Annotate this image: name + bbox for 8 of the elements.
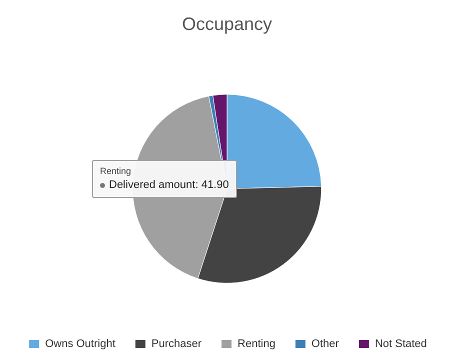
- legend-label: Not Stated: [374, 338, 427, 350]
- text: Delivered amount: 41.90: [109, 179, 229, 191]
- legend-label: Purchaser: [151, 338, 202, 350]
- legend-label: Renting: [238, 338, 276, 350]
- legend-label: Owns Outright: [45, 338, 116, 350]
- text: Renting: [100, 165, 132, 178]
- chart-title: Occupancy: [182, 14, 272, 34]
- legend-label: Other: [311, 338, 340, 350]
